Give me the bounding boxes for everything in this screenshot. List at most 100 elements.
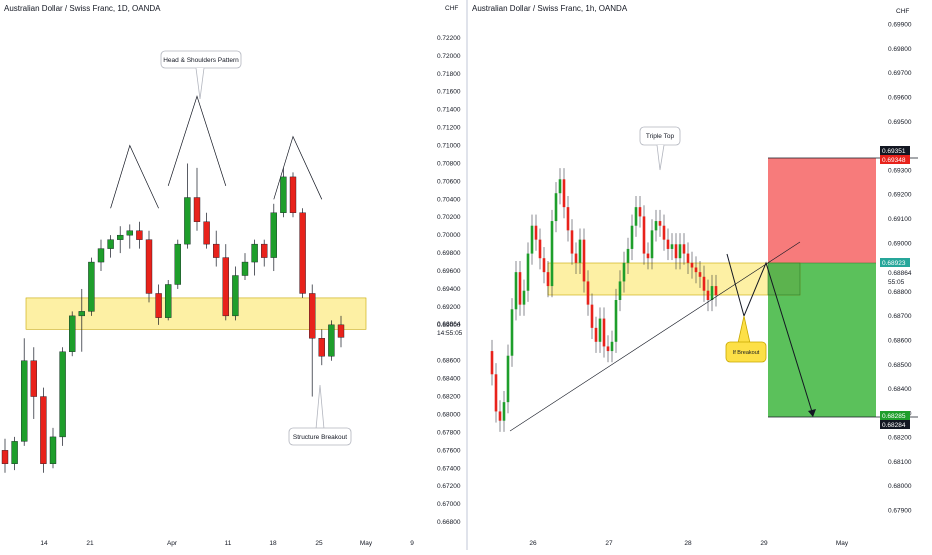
- right-candle-body: [518, 272, 522, 305]
- right-candle-body: [542, 258, 546, 273]
- left-candle-body: [174, 243, 182, 285]
- right-y-tick: 0.68400: [888, 386, 912, 393]
- right-y-tick: 0.69500: [888, 119, 912, 126]
- left-y-tick: 0.71400: [437, 107, 461, 114]
- right-x-tick: 27: [605, 540, 613, 547]
- right-chart-pane[interactable]: Australian Dollar / Swiss Franc, 1h, OAN…: [468, 0, 932, 550]
- pane-divider[interactable]: [466, 0, 468, 550]
- right-candle-body: [638, 207, 642, 217]
- left-candle-body: [11, 441, 18, 464]
- right-candle-body: [526, 253, 530, 291]
- right-supply-zone[interactable]: [547, 262, 801, 296]
- right-candle-body: [674, 244, 678, 259]
- right-candle-body: [678, 244, 682, 259]
- right-y-tick: 0.69900: [888, 22, 912, 29]
- left-candle-body: [289, 176, 297, 213]
- head-shoulders-callout: Head & Shoulders Pattern: [160, 50, 242, 100]
- left-x-tick: 9: [410, 540, 414, 547]
- left-candle-body: [309, 293, 316, 339]
- right-candle-body: [622, 262, 626, 282]
- left-y-tick: 0.68400: [437, 376, 461, 383]
- left-candle-body: [145, 239, 153, 294]
- right-candle-body: [714, 286, 718, 296]
- right-y-tick: 0.69700: [888, 70, 912, 77]
- right-candle-body: [578, 239, 582, 263]
- left-candle-body: [337, 324, 345, 338]
- right-candle-body: [646, 253, 650, 259]
- right-y-tick: 0.68100: [888, 459, 912, 466]
- left-candles-group: [1, 163, 345, 473]
- left-y-tick: 0.67000: [437, 501, 461, 508]
- svg-text:0.68864: 0.68864: [888, 270, 912, 277]
- right-candle-body: [490, 351, 494, 375]
- right-candle-body: [630, 225, 634, 249]
- left-y-tick: 0.67200: [437, 483, 461, 490]
- hourly-chart[interactable]: Australian Dollar / Swiss Franc, 1h, OAN…: [468, 0, 932, 550]
- right-candle-body: [558, 179, 562, 194]
- right-candle-body: [510, 309, 514, 356]
- head-shoulders-label: Head & Shoulders Pattern: [163, 57, 239, 64]
- right-y-tick: 0.69000: [888, 240, 912, 247]
- right-candle-body: [598, 318, 602, 342]
- right-y-tick: 0.69100: [888, 216, 912, 223]
- right-x-tick: May: [836, 540, 849, 547]
- right-candle-body: [574, 253, 578, 263]
- left-x-tick: 18: [269, 540, 277, 547]
- right-candle-body: [658, 221, 662, 226]
- left-current-price: 0.68864: [437, 321, 461, 328]
- right-candle-body: [698, 272, 702, 277]
- left-y-tick: 0.72200: [437, 35, 461, 42]
- svg-text:0.68285: 0.68285: [882, 413, 906, 420]
- right-y-tick: 0.69800: [888, 46, 912, 53]
- triple-top-callout: Triple Top: [639, 126, 681, 171]
- right-y-tick: 0.69200: [888, 192, 912, 199]
- right-candle-body: [626, 248, 630, 263]
- left-candle-body: [232, 275, 239, 317]
- right-candle-body: [650, 230, 654, 259]
- left-candle-body: [299, 212, 306, 294]
- stop-loss-zone[interactable]: [768, 158, 876, 263]
- left-y-tick: 0.67800: [437, 429, 461, 436]
- left-candle-body: [97, 248, 105, 263]
- projection-arrowhead: [808, 409, 816, 417]
- left-chart-title: Australian Dollar / Swiss Franc, 1D, OAN…: [4, 4, 161, 13]
- left-candle-body: [126, 230, 134, 236]
- left-candle-body: [136, 230, 143, 240]
- left-x-tick: 25: [315, 540, 323, 547]
- right-y-tick: 0.68000: [888, 483, 912, 490]
- ascending-trendline[interactable]: [509, 241, 801, 432]
- left-candle-body: [1, 450, 9, 464]
- left-x-tick: 14: [40, 540, 48, 547]
- left-candle-body: [203, 221, 210, 245]
- left-candle-body: [21, 360, 28, 442]
- left-candle-body: [116, 234, 124, 240]
- right-candle-body: [702, 276, 706, 291]
- right-y-tick: 0.68500: [888, 362, 912, 369]
- left-candle-body: [49, 436, 57, 464]
- left-y-tick: 0.68600: [437, 358, 461, 365]
- left-x-tick: Apr: [167, 540, 178, 547]
- right-y-tick: 0.67900: [888, 508, 912, 515]
- svg-text:0.68284: 0.68284: [882, 422, 906, 429]
- left-candle-body: [251, 243, 258, 263]
- left-chart-pane[interactable]: Australian Dollar / Swiss Franc, 1D, OAN…: [0, 0, 466, 550]
- left-y-tick: 0.70200: [437, 214, 461, 221]
- right-candle-body: [642, 216, 646, 254]
- right-candle-body: [706, 290, 710, 300]
- left-candle-body: [88, 261, 95, 312]
- right-candle-body: [634, 207, 638, 226]
- head-shoulders-line: [273, 135, 323, 200]
- left-candle-body: [164, 284, 172, 318]
- left-y-tick: 0.69400: [437, 286, 461, 293]
- right-candle-body: [694, 267, 698, 273]
- right-price-axis: 0.69900 0.69800 0.69700 0.69600 0.69500 0.693…: [888, 22, 912, 515]
- right-candle-body: [534, 225, 538, 240]
- daily-chart[interactable]: Australian Dollar / Swiss Franc, 1D, OAN…: [0, 0, 466, 550]
- left-y-tick: 0.69000: [437, 322, 461, 329]
- left-candle-body: [212, 243, 220, 258]
- projected-path: [726, 253, 814, 416]
- head-shoulders-line: [110, 144, 159, 209]
- left-candle-body: [184, 197, 191, 245]
- right-candle-body: [670, 244, 674, 249]
- left-y-tick: 0.67400: [437, 465, 461, 472]
